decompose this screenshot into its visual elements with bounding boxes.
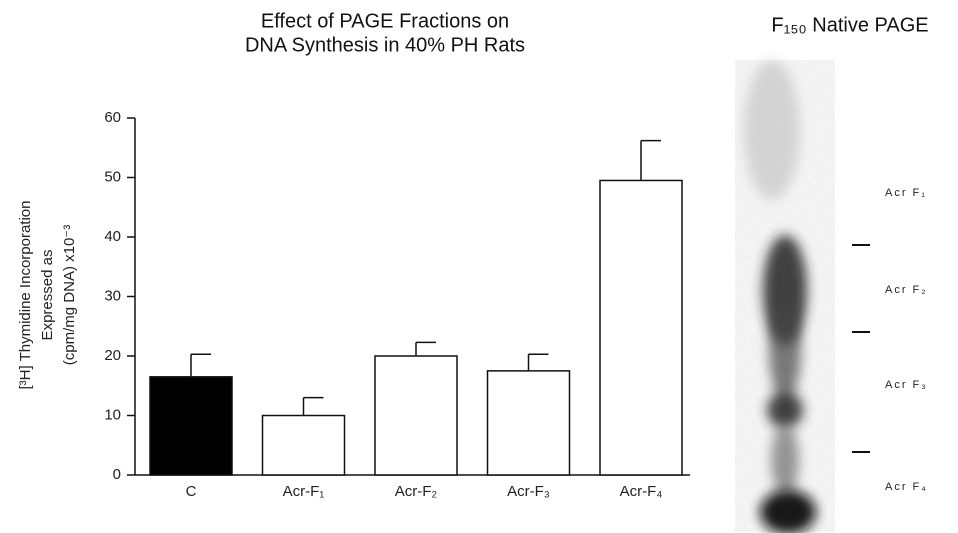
bar xyxy=(263,416,345,476)
gel-title: F₁₅₀ Native PAGE xyxy=(771,14,928,36)
y-label-line: [³H] Thymidine Incorporation xyxy=(17,201,34,390)
gel-band-label: Acr F₂ xyxy=(885,284,928,296)
gel-image xyxy=(735,60,870,533)
gel-smear xyxy=(771,425,799,495)
chart-title: Effect of PAGE Fractions on xyxy=(261,10,509,32)
chart-title: DNA Synthesis in 40% PH Rats xyxy=(245,34,525,56)
gel-smear xyxy=(769,300,801,400)
bar xyxy=(488,371,570,475)
y-tick-label: 0 xyxy=(113,466,121,483)
y-tick-label: 10 xyxy=(104,406,121,423)
y-axis-title: [³H] Thymidine Incorporation Expressed a… xyxy=(17,201,78,390)
x-tick-label: Acr-F₃ xyxy=(507,483,550,500)
gel-band-label: Acr F₃ xyxy=(885,379,928,391)
y-tick-label: 20 xyxy=(104,347,121,364)
y-tick-label: 30 xyxy=(104,287,121,304)
bar xyxy=(375,356,457,475)
x-tick-label: Acr-F₂ xyxy=(395,483,438,500)
gel-band xyxy=(760,490,816,533)
gel-smear xyxy=(744,60,800,200)
x-tick-label: Acr-F₄ xyxy=(620,483,663,500)
gel-band xyxy=(767,392,803,428)
bar xyxy=(600,180,682,475)
figure: Effect of PAGE Fractions on DNA Synthesi… xyxy=(0,0,958,533)
bar xyxy=(150,377,232,475)
y-tick-label: 50 xyxy=(104,168,121,185)
y-tick-label: 60 xyxy=(104,109,121,126)
gel-band-label: Acr F₄ xyxy=(885,481,928,493)
x-tick-label: Acr-F₁ xyxy=(283,483,325,500)
gel-band-label: Acr F₁ xyxy=(885,187,927,199)
y-tick-label: 40 xyxy=(104,228,121,245)
x-tick-label: C xyxy=(186,483,197,500)
y-label-line: Expressed as xyxy=(39,250,56,341)
y-label-line: (cpm/mg DNA) x10⁻³ xyxy=(61,225,78,365)
